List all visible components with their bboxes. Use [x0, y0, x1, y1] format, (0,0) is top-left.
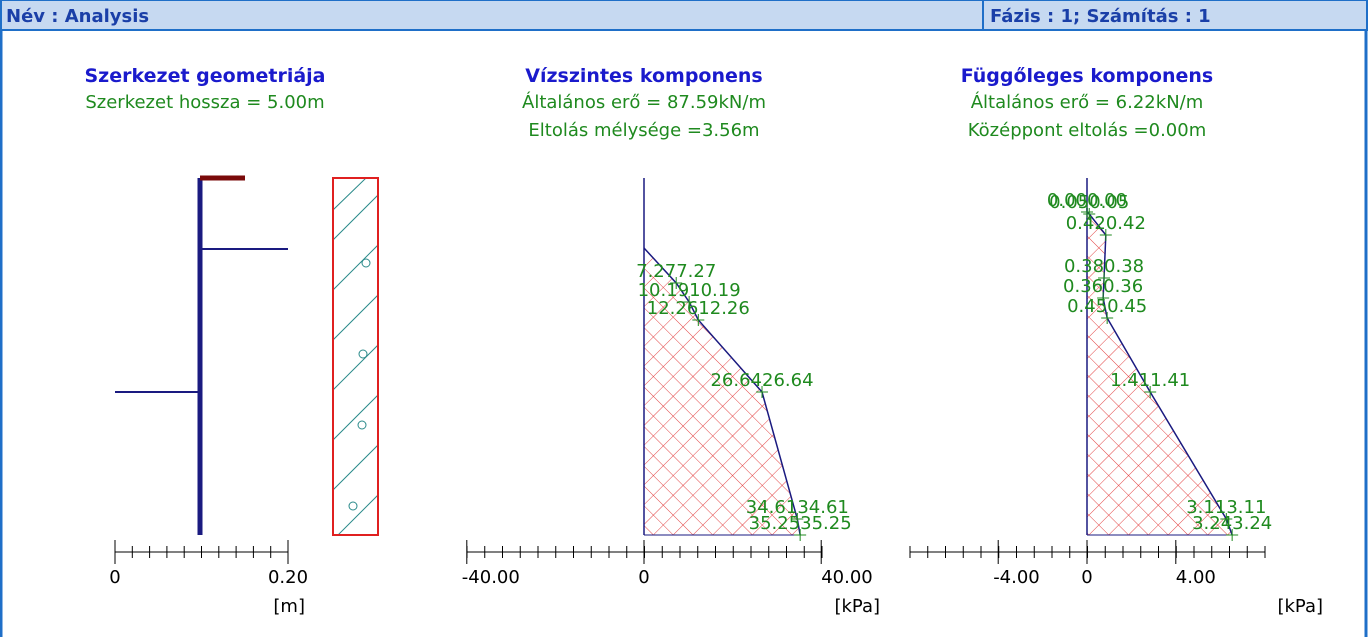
panel-info: Általános erő = 6.22kN/m [971, 91, 1204, 113]
point-label: 26.64 [710, 370, 762, 391]
pressure-area [1087, 208, 1233, 535]
pressure-area [644, 248, 801, 535]
axis-tick-label: 0 [638, 567, 649, 588]
pressure-line [1086, 208, 1233, 536]
point-label: 1.41 [1150, 370, 1190, 391]
axis-tick-label: 0 [109, 567, 120, 588]
point-cross [670, 277, 683, 289]
axis-unit: [kPa] [1277, 596, 1323, 617]
panel-title: Szerkezet geometriája [85, 65, 326, 87]
point-label: 0.45 [1107, 296, 1147, 317]
panel-info: Általános erő = 87.59kN/m [522, 91, 766, 113]
point-label: 34.61 [746, 497, 798, 518]
panel-info: Szerkezet hossza = 5.00m [85, 92, 324, 113]
header-bar [0, 0, 1368, 31]
point-label: 0.38 [1104, 256, 1144, 277]
axis-tick-label: -4.00 [993, 567, 1040, 588]
header-phase: Fázis : 1; Számítás : 1 [990, 6, 1211, 27]
point-label: 0.38 [1064, 256, 1104, 277]
point-label: 3.24 [1232, 513, 1272, 534]
point-label: 0.00 [1087, 190, 1127, 211]
point-cross [1083, 208, 1096, 220]
panel-title: Vízszintes komponens [525, 65, 762, 87]
point-label: 10.19 [638, 280, 690, 301]
axis-tick-label: 40.00 [821, 567, 873, 588]
point-label: 0.36 [1063, 276, 1103, 297]
point-cross [1098, 272, 1111, 284]
point-label: 0.45 [1067, 296, 1107, 317]
point-cross [683, 296, 696, 308]
point-label: 35.25 [800, 513, 852, 534]
point-label: 7.27 [676, 261, 716, 282]
point-cross [1099, 229, 1112, 241]
point-label: 12.26 [698, 298, 750, 319]
point-label: 26.64 [762, 370, 814, 391]
axis-tick-label: 0 [1081, 567, 1092, 588]
axis-unit: [m] [273, 596, 305, 617]
point-cross [1097, 292, 1110, 304]
point-label: 10.19 [689, 280, 741, 301]
point-cross [756, 386, 769, 398]
point-cross [1226, 529, 1239, 541]
point-label: 3.11 [1226, 497, 1266, 518]
point-cross [1220, 513, 1233, 525]
point-label: 34.61 [797, 497, 849, 518]
axis-tick-label: -40.00 [462, 567, 520, 588]
point-cross [794, 529, 807, 541]
axis-unit: [kPa] [834, 596, 880, 617]
point-label: 0.00 [1047, 190, 1087, 211]
point-label: 12.26 [647, 298, 699, 319]
point-label: 0.05 [1089, 192, 1129, 213]
point-label: 0.36 [1103, 276, 1143, 297]
point-label: 0.42 [1066, 213, 1106, 234]
section [332, 177, 379, 536]
point-label: 0.05 [1049, 192, 1089, 213]
point-label: 1.41 [1110, 370, 1150, 391]
point-label: 35.25 [749, 513, 801, 534]
header-name: Név : Analysis [6, 6, 149, 27]
point-label: 7.27 [636, 261, 676, 282]
axis-tick-label: 4.00 [1176, 567, 1216, 588]
point-cross [1144, 386, 1157, 398]
panel-title: Függőleges komponens [961, 65, 1214, 87]
point-cross [1101, 312, 1114, 324]
axis-tick-label: 0.20 [268, 567, 308, 588]
panel-info: Középpont eltolás =0.00m [968, 120, 1206, 141]
point-cross [692, 314, 705, 326]
point-cross [791, 513, 804, 525]
point-label: 3.11 [1186, 497, 1226, 518]
section-hatch [333, 178, 378, 535]
point-label: 3.24 [1192, 513, 1232, 534]
panel-info: Eltolás mélysége =3.56m [528, 120, 759, 141]
point-cross [1081, 206, 1093, 218]
point-label: 0.42 [1106, 213, 1146, 234]
